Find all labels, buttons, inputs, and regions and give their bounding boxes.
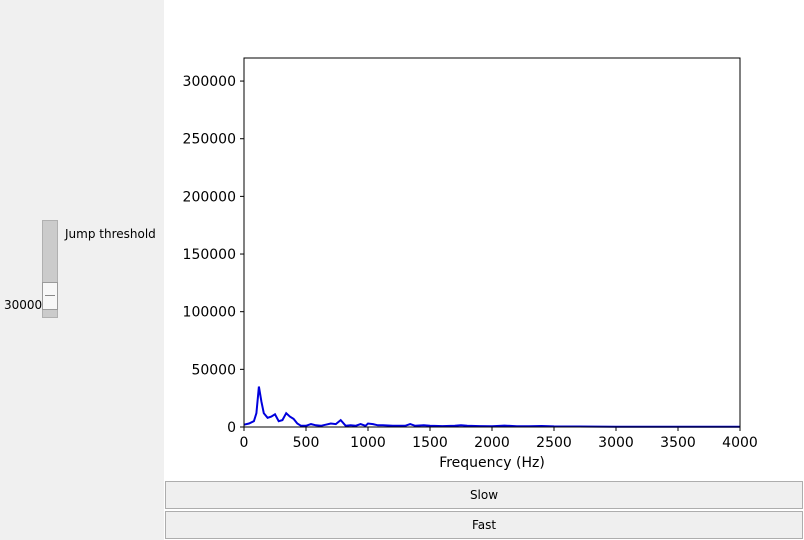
slider-label: Jump threshold [65, 227, 156, 241]
slider-handle[interactable] [42, 281, 58, 310]
slider-value: 30000 [4, 298, 43, 312]
x-tick-label: 3500 [660, 435, 696, 451]
x-tick-label: 4000 [722, 435, 758, 451]
y-tick-label: 150000 [183, 247, 236, 263]
fast-button[interactable]: Fast [165, 511, 803, 539]
y-tick-label: 0 [227, 420, 236, 436]
y-tick-label: 250000 [183, 132, 236, 148]
x-axis-label: Frequency (Hz) [439, 455, 545, 471]
spectrum-plot: 0 50000 100000 150000 200000 250000 300000 0 50… [164, 0, 804, 480]
x-tick-label: 0 [240, 435, 249, 451]
x-tick-label: 1000 [350, 435, 386, 451]
y-tick-label: 200000 [183, 189, 236, 205]
spectrum-chart: 0 50000 100000 150000 200000 250000 300000 0 50… [183, 57, 758, 471]
control-panel: Jump threshold 30000 [0, 0, 164, 540]
axes-frame [243, 57, 741, 428]
x-tick-label: 2000 [474, 435, 510, 451]
spectrum-line [243, 386, 740, 428]
slow-button[interactable]: Slow [165, 481, 803, 509]
x-tick-label: 2500 [536, 435, 572, 451]
y-tick-label: 50000 [191, 362, 236, 378]
y-tick-label: 100000 [183, 305, 236, 321]
y-tick-label: 300000 [183, 74, 236, 90]
x-tick-label: 500 [293, 435, 320, 451]
x-tick-label: 3000 [598, 435, 634, 451]
x-tick-label: 1500 [412, 435, 448, 451]
